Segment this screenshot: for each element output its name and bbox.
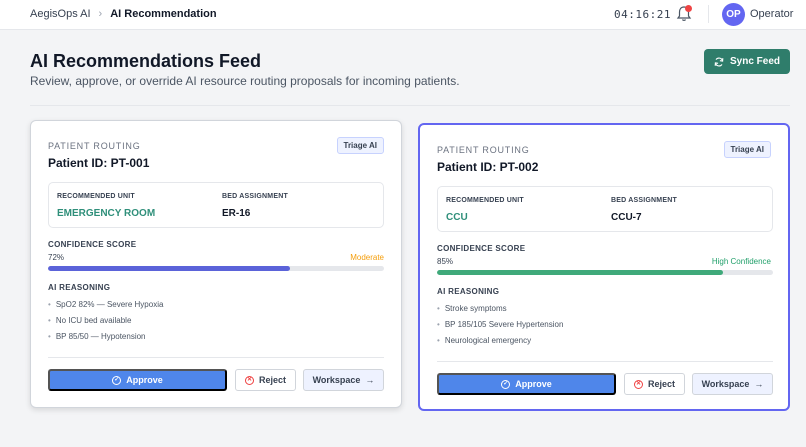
x-circle-icon: ✕: [244, 375, 254, 385]
notification-dot: [685, 5, 692, 12]
reasoning-item: No ICU bed available: [48, 315, 163, 331]
confidence-level: High Confidence: [711, 257, 771, 266]
bed-assignment-label: BED ASSIGNMENT: [222, 193, 288, 200]
confidence-score-label: CONFIDENCE SCORE: [437, 244, 526, 253]
recommendation-card: PATIENT ROUTING Patient ID: PT-001 Triag…: [30, 120, 402, 408]
confidence-bar-fill: [48, 266, 290, 271]
workspace-label: Workspace: [312, 375, 361, 385]
bed-assignment-value: CCU-7: [611, 212, 642, 223]
recommendation-box: RECOMMENDED UNIT BED ASSIGNMENT CCU CCU-…: [437, 186, 773, 232]
sync-feed-button[interactable]: Sync Feed: [704, 49, 790, 74]
reject-button[interactable]: ✕ Reject: [624, 373, 685, 395]
confidence-bar-fill: [437, 270, 723, 275]
card-divider: [437, 361, 773, 362]
avatar[interactable]: OP: [722, 3, 745, 26]
reasoning-list: SpO2 82% — Severe Hypoxia No ICU bed ava…: [48, 299, 164, 347]
arrow-right-icon: →: [365, 375, 375, 385]
recommended-unit-label: RECOMMENDED UNIT: [57, 193, 135, 200]
recommended-unit-value: EMERGENCY ROOM: [57, 208, 156, 219]
top-bar: AegisOps AI › AI Recommendation 04:16:21…: [0, 0, 806, 30]
reasoning-item: BP 185/105 Severe Hypertension: [437, 319, 564, 335]
bed-assignment-label: BED ASSIGNMENT: [611, 197, 677, 204]
header-divider-line: [30, 105, 790, 106]
breadcrumb-current: AI Recommendation: [110, 8, 217, 20]
workspace-button[interactable]: Workspace →: [692, 373, 773, 395]
breadcrumb-root[interactable]: AegisOps AI: [30, 8, 91, 20]
check-circle-icon: ✓: [112, 375, 122, 385]
page-subtitle: Review, approve, or override AI resource…: [30, 74, 460, 88]
workspace-label: Workspace: [701, 379, 750, 389]
arrow-right-icon: →: [754, 379, 764, 389]
patient-id: Patient ID: PT-002: [437, 160, 539, 174]
confidence-value: 85%: [437, 257, 454, 266]
reject-button[interactable]: ✕ Reject: [235, 369, 296, 391]
approve-button[interactable]: ✓ Approve: [437, 373, 616, 395]
card-kicker: PATIENT ROUTING: [48, 141, 141, 151]
ai-reasoning-label: AI REASONING: [48, 283, 111, 292]
confidence-bar: [437, 270, 773, 275]
breadcrumb: AegisOps AI › AI Recommendation: [30, 8, 217, 20]
header-divider: [708, 5, 709, 23]
reasoning-item: Neurological emergency: [437, 335, 563, 351]
reject-label: Reject: [647, 379, 675, 389]
approve-label: Approve: [126, 375, 163, 385]
reasoning-list: Stroke symptoms BP 185/105 Severe Hypert…: [437, 303, 564, 351]
reasoning-item: SpO2 82% — Severe Hypoxia: [48, 299, 164, 315]
reasoning-item: Stroke symptoms: [437, 303, 563, 319]
confidence-value: 72%: [48, 253, 65, 262]
source-badge: Triage AI: [336, 137, 384, 154]
page-title: AI Recommendations Feed: [30, 51, 262, 71]
source-badge: Triage AI: [723, 141, 771, 158]
reject-label: Reject: [258, 375, 286, 385]
workspace-button[interactable]: Workspace →: [303, 369, 384, 391]
sync-feed-label: Sync Feed: [729, 56, 781, 67]
x-circle-icon: ✕: [633, 379, 643, 389]
card-divider: [48, 357, 384, 358]
breadcrumb-separator-icon: ›: [98, 8, 103, 20]
confidence-level: Moderate: [350, 253, 384, 262]
clock: 04:16:21: [614, 8, 671, 21]
confidence-score-label: CONFIDENCE SCORE: [48, 240, 137, 249]
patient-id: Patient ID: PT-001: [48, 156, 150, 170]
bed-assignment-value: ER-16: [222, 208, 251, 219]
recommended-unit-label: RECOMMENDED UNIT: [446, 197, 524, 204]
ai-reasoning-label: AI REASONING: [437, 287, 500, 296]
recommendation-box: RECOMMENDED UNIT BED ASSIGNMENT EMERGENC…: [48, 182, 384, 228]
user-name[interactable]: Operator: [750, 8, 794, 20]
confidence-bar: [48, 266, 384, 271]
refresh-icon: [714, 57, 724, 66]
reasoning-item: BP 85/50 — Hypotension: [48, 331, 163, 347]
recommendation-card: PATIENT ROUTING Patient ID: PT-002 Triag…: [418, 123, 790, 411]
check-circle-icon: ✓: [501, 379, 511, 389]
recommended-unit-value: CCU: [446, 212, 468, 223]
card-kicker: PATIENT ROUTING: [437, 145, 530, 155]
approve-label: Approve: [515, 379, 552, 389]
approve-button[interactable]: ✓ Approve: [48, 369, 227, 391]
